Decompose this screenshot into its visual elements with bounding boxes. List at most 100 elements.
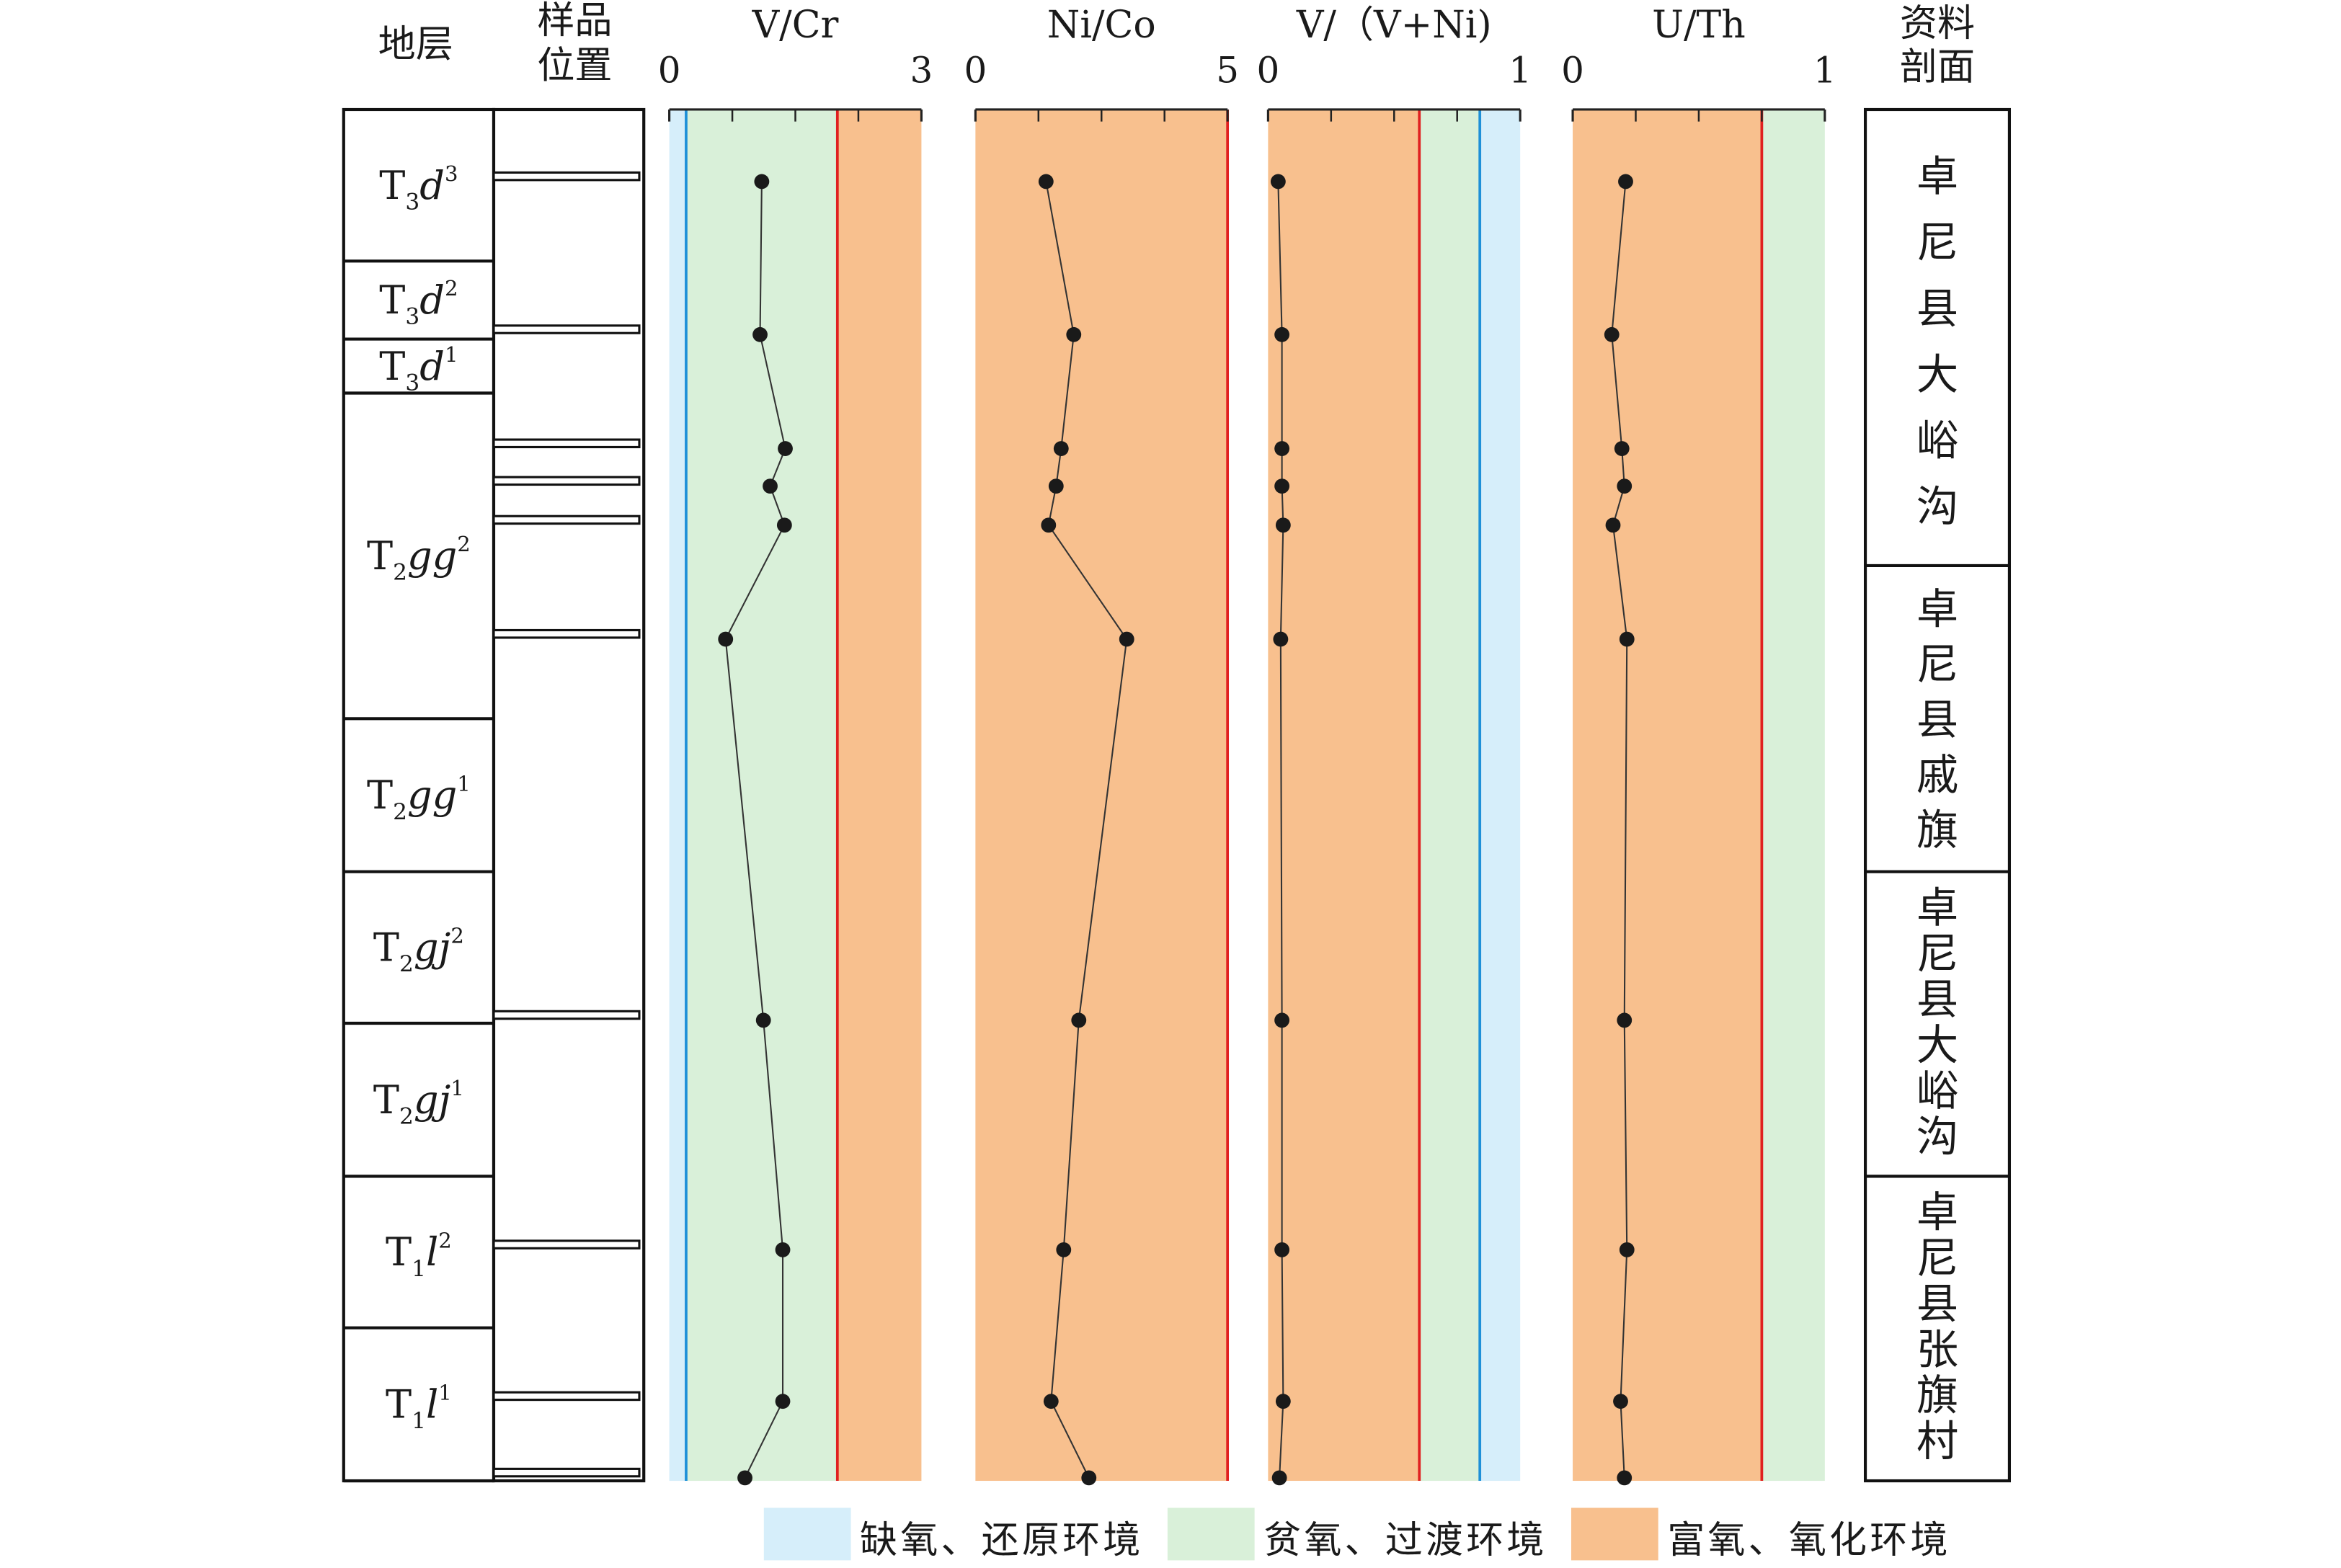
data-point bbox=[1613, 1394, 1628, 1409]
strata-letters: gj bbox=[414, 925, 450, 971]
section-name-char: 村 bbox=[1916, 1417, 1958, 1466]
strata-superscript: 2 bbox=[438, 1228, 452, 1252]
strata-label: T2gg1 bbox=[367, 771, 471, 825]
section-name-char: 尼 bbox=[1916, 640, 1958, 689]
sample-column bbox=[492, 107, 646, 1483]
data-point bbox=[1066, 326, 1082, 342]
legend-item: 贫氧、过渡环境 bbox=[1167, 1507, 1544, 1568]
strata-base: T bbox=[386, 1382, 412, 1427]
panel-1: 0 5 Ni/Co bbox=[964, 4, 1239, 1486]
strata-letters: gg bbox=[407, 772, 457, 818]
section-header-line2: 剖面 bbox=[1900, 45, 1975, 89]
strata-subscript: 1 bbox=[412, 1408, 426, 1434]
data-point bbox=[1617, 478, 1633, 494]
strata-subscript: 2 bbox=[393, 560, 407, 586]
strata-header: 地层 bbox=[378, 23, 453, 66]
strata-superscript: 3 bbox=[445, 161, 458, 186]
panel-title: V/Cr bbox=[752, 4, 839, 47]
section-name: 卓尼县大峪沟 bbox=[1916, 152, 1958, 531]
tick-label-min: 0 bbox=[964, 50, 987, 92]
data-point bbox=[1081, 1470, 1097, 1486]
sample-marker bbox=[492, 514, 641, 525]
sample-marker bbox=[492, 438, 641, 449]
strata-subscript: 2 bbox=[399, 1103, 414, 1129]
zone-oxic bbox=[975, 109, 1228, 1482]
strata-label: T3d1 bbox=[379, 342, 458, 396]
sample-marker bbox=[492, 628, 641, 639]
series-line bbox=[1277, 181, 1284, 1478]
sample-marker bbox=[492, 1391, 641, 1402]
data-point bbox=[1618, 174, 1633, 190]
sample-marker bbox=[492, 1467, 641, 1478]
zone-oxic bbox=[1268, 109, 1420, 1482]
data-point bbox=[1274, 478, 1290, 494]
section-name-char: 峪 bbox=[1916, 1066, 1958, 1115]
tick-label-max: 3 bbox=[910, 50, 933, 92]
data-point bbox=[1053, 441, 1069, 456]
data-point bbox=[1119, 631, 1134, 647]
section-name-char: 卓 bbox=[1916, 1188, 1958, 1237]
panel-title: V/（V+Ni) bbox=[1296, 4, 1492, 47]
section-name-char: 尼 bbox=[1916, 218, 1958, 267]
strata-subscript: 2 bbox=[393, 799, 407, 825]
section-name: 卓尼县大峪沟 bbox=[1916, 883, 1958, 1162]
data-point bbox=[778, 441, 793, 456]
data-point bbox=[1041, 517, 1057, 533]
data-point bbox=[1614, 441, 1630, 456]
data-point bbox=[775, 1394, 791, 1409]
strata-label: T2gj1 bbox=[373, 1076, 464, 1130]
strata-letters: d bbox=[419, 277, 445, 323]
strata-superscript: 1 bbox=[450, 1076, 464, 1100]
strata-base: T bbox=[386, 1229, 412, 1275]
tick-label-max: 1 bbox=[1813, 50, 1836, 92]
strata-label: T3d2 bbox=[379, 276, 458, 330]
legend-swatch bbox=[1167, 1507, 1255, 1568]
section-name-char: 大 bbox=[1916, 350, 1958, 399]
zone-dysoxic bbox=[685, 109, 838, 1482]
series-line bbox=[1045, 181, 1128, 1479]
data-point bbox=[1048, 478, 1064, 494]
data-point bbox=[1273, 631, 1289, 647]
strata-superscript: 1 bbox=[438, 1381, 452, 1405]
strata-base: T bbox=[373, 925, 399, 971]
legend-swatch bbox=[763, 1507, 851, 1568]
legend-label: 富氧、氧化环境 bbox=[1667, 1519, 1950, 1560]
legend-item: 富氧、氧化环境 bbox=[1571, 1507, 1950, 1568]
sample-marker bbox=[492, 1010, 641, 1020]
data-point bbox=[1270, 174, 1286, 190]
strata-base: T bbox=[379, 163, 405, 208]
data-point bbox=[718, 631, 734, 647]
strata-letters: l bbox=[426, 1382, 438, 1427]
data-point bbox=[737, 1470, 752, 1486]
sample-marker bbox=[492, 171, 641, 182]
section-header-line1: 资料 bbox=[1900, 2, 1975, 45]
data-point bbox=[754, 174, 770, 190]
zone-anoxic bbox=[1480, 109, 1521, 1482]
sample-marker bbox=[492, 324, 641, 334]
strata-label: T2gg2 bbox=[367, 532, 471, 586]
section-name-char: 沟 bbox=[1916, 1113, 1958, 1162]
zone-dysoxic bbox=[1762, 109, 1825, 1482]
panel-title: U/Th bbox=[1652, 4, 1746, 47]
section-name-char: 大 bbox=[1916, 1021, 1958, 1070]
strata-superscript: 2 bbox=[457, 532, 471, 556]
section-name-char: 县 bbox=[1916, 695, 1958, 744]
strata-subscript: 2 bbox=[399, 951, 414, 977]
data-point bbox=[1275, 517, 1291, 533]
section-name-char: 县 bbox=[1916, 1280, 1958, 1329]
zone-dysoxic bbox=[1419, 109, 1480, 1482]
section-name-char: 尼 bbox=[1916, 1234, 1958, 1283]
panel-0: 0 3 V/Cr bbox=[658, 4, 933, 1486]
section-name-char: 沟 bbox=[1916, 482, 1958, 531]
sample-marker bbox=[492, 1239, 641, 1250]
section-name-char: 峪 bbox=[1916, 416, 1958, 466]
data-point bbox=[1274, 1242, 1290, 1257]
zone-oxic bbox=[837, 109, 922, 1482]
tick-label-min: 0 bbox=[1256, 50, 1279, 92]
strata-superscript: 2 bbox=[450, 924, 464, 948]
strata-base: T bbox=[379, 344, 405, 389]
data-point bbox=[763, 478, 778, 494]
strata-superscript: 1 bbox=[457, 771, 471, 796]
data-point bbox=[1605, 517, 1621, 533]
